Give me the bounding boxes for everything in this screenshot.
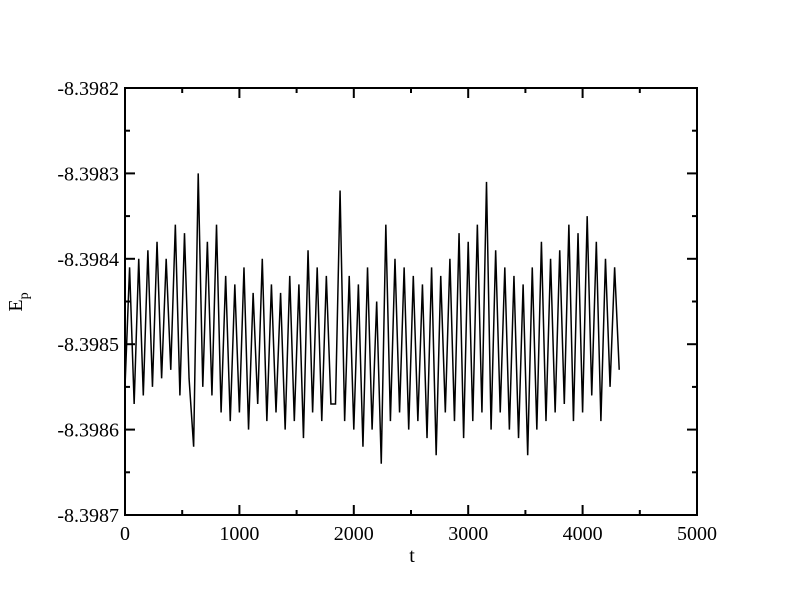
- y-tick-label: -8.3985: [57, 334, 119, 356]
- y-tick-label: -8.3986: [57, 420, 119, 442]
- y-tick-label: -8.3983: [57, 163, 119, 185]
- y-axis-label: Ep: [5, 292, 32, 311]
- x-tick-label: 5000: [677, 523, 717, 545]
- y-axis-label-main: E: [5, 299, 27, 311]
- x-tick-label: 1000: [219, 523, 259, 545]
- y-tick-label: -8.3982: [57, 78, 119, 100]
- x-tick-label: 3000: [448, 523, 488, 545]
- x-tick-label: 0: [120, 523, 130, 545]
- x-tick-label: 2000: [334, 523, 374, 545]
- y-axis-label-sub: p: [17, 292, 32, 299]
- y-tick-label: -8.3984: [57, 249, 119, 271]
- data-line: [124, 173, 620, 464]
- y-tick-label: -8.3987: [57, 505, 119, 527]
- x-axis-label: t: [409, 545, 415, 567]
- x-tick-label: 4000: [563, 523, 603, 545]
